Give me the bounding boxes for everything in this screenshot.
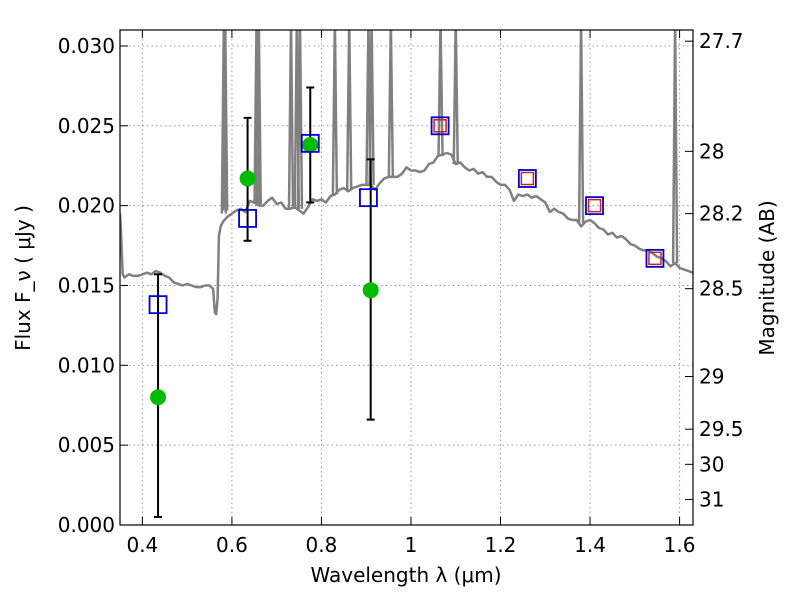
y2-tick-label: 29.5 [699, 417, 744, 441]
x-tick-label: 0.4 [126, 533, 158, 557]
emission-line-spike [220, 30, 228, 214]
y2-tick-label: 30 [699, 452, 724, 476]
y-tick-label: 0.005 [58, 433, 115, 457]
y2-tick-label: 28.5 [699, 277, 744, 301]
emission-line-spike [255, 30, 263, 206]
emission-line-spike [387, 30, 395, 177]
plot-frame [119, 29, 694, 526]
emission-line-spike [345, 30, 353, 190]
emission-line-spike [287, 30, 295, 209]
y2-tick-label: 28.2 [699, 202, 744, 226]
model-photometry-square [645, 248, 665, 268]
model-photometry-square [238, 209, 257, 228]
y-tick-label: 0.010 [58, 353, 115, 377]
x-tick-label: 1 [405, 533, 418, 557]
emission-line-spike [368, 30, 375, 185]
photometry-squares [148, 116, 665, 315]
model-photometry-square [517, 169, 537, 188]
observed-point [302, 136, 319, 153]
model-photometry-square [148, 295, 168, 315]
y-tick-label: 0.025 [58, 114, 115, 138]
emission-line-spike [296, 30, 304, 209]
model-photometry-square [300, 133, 320, 153]
x-tick-label: 1.2 [485, 533, 517, 557]
y2-tick-label: 27.7 [699, 29, 744, 53]
x-tick-label: 1.4 [574, 533, 606, 557]
model-photometry-square [359, 188, 378, 208]
model-spectrum-line [120, 151, 693, 316]
nir-photometry-square [520, 171, 535, 186]
observed-point [362, 282, 379, 299]
emission-line-spike [221, 30, 229, 211]
x-axis-label: Wavelength λ (μm) [310, 563, 501, 587]
y2-axis-label: Magnitude (AB) [755, 200, 779, 355]
observed-point [239, 170, 256, 187]
y-tick-label: 0.000 [58, 513, 115, 537]
nir-photometry-square [648, 251, 662, 266]
emission-line-spike [671, 30, 679, 264]
x-tick-label: 1.6 [664, 533, 696, 557]
emission-line-spike [452, 30, 459, 165]
nir-photometry-square [433, 119, 447, 133]
emission-line-spike [331, 30, 339, 195]
y-tick-label: 0.030 [58, 34, 115, 58]
x-axis-ticks: 0.4 0.6 0.8 1 1.2 1.4 1.6 [126, 30, 695, 557]
emission-line-spike [437, 30, 444, 157]
x-tick-label: 0.8 [306, 533, 338, 557]
emission-line-peaks [220, 30, 679, 264]
y-tick-label: 0.015 [58, 273, 115, 297]
y-axis-ticks: 0.000 0.005 0.010 0.015 0.020 0.025 0.030 [58, 34, 128, 537]
y2-tick-label: 31 [699, 487, 724, 511]
nir-photometry-square [587, 198, 602, 213]
observed-points [150, 136, 379, 406]
model-photometry-square [430, 116, 450, 136]
observed-point [150, 389, 167, 406]
y-tick-label: 0.020 [58, 194, 115, 218]
y2-tick-label: 29 [699, 365, 724, 389]
y-axis-label: Flux F_ν ( μJy ) [11, 205, 35, 351]
grid-lines [120, 30, 693, 526]
y2-axis-ticks: 27.7 28 28.2 28.5 29 29.5 30 31 [685, 29, 744, 511]
x-tick-label: 0.6 [216, 533, 248, 557]
y2-tick-label: 28 [699, 139, 724, 163]
model-photometry-square [585, 196, 604, 216]
error-bars [154, 86, 375, 519]
emission-line-spike [577, 30, 585, 224]
